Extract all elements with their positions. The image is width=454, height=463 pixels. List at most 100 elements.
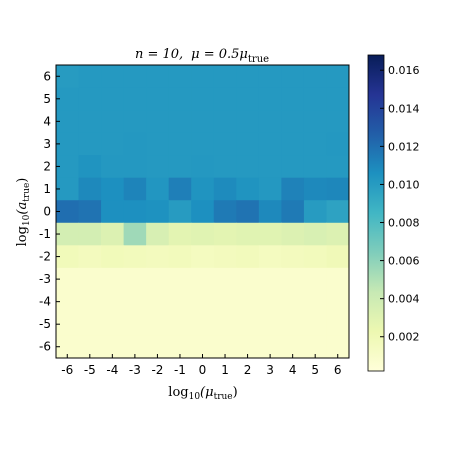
heatmap-cell [281,335,305,359]
heatmap-cell [123,65,147,89]
heatmap-cell [258,87,282,111]
y-tick-label: 4 [43,114,51,128]
colorbar-tick-label: 0.014 [388,102,420,115]
heatmap-cell [303,222,327,246]
heatmap-cell [78,245,102,269]
x-axis-label: log10(μtrue) [168,385,237,402]
y-tick-label: 1 [43,182,51,196]
heatmap-cell [56,245,80,269]
heatmap-cell [213,65,237,89]
colorbar-tick-label: 0.016 [388,64,420,77]
heatmap-cell [168,267,192,291]
heatmap-cell [191,222,215,246]
heatmap-cell [146,65,170,89]
heatmap-cell [326,312,350,336]
heatmap-cell [56,267,80,291]
heatmap-cell [101,335,125,359]
heatmap-cell [168,87,192,111]
heatmap-cell [213,110,237,134]
heatmap-cell [146,177,170,201]
heatmap-cell [78,65,102,89]
y-axis-ticks: 6 5 4 3 2 1 0 -1 -2 -3 -4 -5 -6 [39,69,60,354]
heatmap-cell [326,110,350,134]
heatmap-cell [78,222,102,246]
x-tick-label: 6 [334,363,342,377]
heatmap-cell [168,110,192,134]
heatmap-cell [168,335,192,359]
chart-title: n = 10, μ = 0.5μtrue [135,47,269,65]
heatmap-cell [78,200,102,224]
heatmap-cell [326,290,350,314]
heatmap-cell [326,132,350,156]
heatmap-cell [258,200,282,224]
heatmap-cell [326,155,350,179]
x-tick-label: -5 [84,363,96,377]
heatmap-cell [236,290,260,314]
heatmap-cell [213,200,237,224]
x-tick-label: 0 [199,363,207,377]
heatmap-cell [258,267,282,291]
title-mu-sub: true [248,54,269,65]
heatmap-cell [326,335,350,359]
heatmap-cell [146,312,170,336]
heatmap-cell [168,222,192,246]
x-tick-label: -6 [61,363,73,377]
heatmap-cell [236,335,260,359]
heatmap-cell [191,267,215,291]
y-tick-label: -1 [39,227,51,241]
y-tick-label: 5 [43,92,51,106]
heatmap-cell [56,155,80,179]
colorbar-tick-label: 0.002 [388,331,420,344]
heatmap-cell [146,245,170,269]
heatmap-cell [191,110,215,134]
heatmap-cell [281,110,305,134]
heatmap-cell [236,222,260,246]
heatmap-cell [326,222,350,246]
heatmap-cell [236,245,260,269]
heatmap-cell [101,267,125,291]
heatmap-cell [101,132,125,156]
heatmap-cell [56,132,80,156]
heatmap-cell [191,87,215,111]
title-mu-part: μ = 0.5μ [191,47,248,62]
heatmap-cell [101,290,125,314]
heatmap-cell [326,200,350,224]
heatmap-cell [168,155,192,179]
heatmap-cell [281,87,305,111]
colorbar-ticks: 0.002 0.004 0.006 0.008 0.010 0.012 0.014 0.016 [380,64,420,344]
heatmap-cell [326,267,350,291]
heatmap-cell [236,267,260,291]
heatmap-cell [258,222,282,246]
heatmap-cell [303,132,327,156]
heatmap-cell [258,290,282,314]
heatmap-cell [56,200,80,224]
heatmap-cell [191,155,215,179]
y-tick-label: 2 [43,159,51,173]
heatmap-cell [236,312,260,336]
colorbar-tick-label: 0.004 [388,293,420,306]
heatmap-cell [78,267,102,291]
colorbar [367,54,385,372]
heatmap-cell [168,177,192,201]
y-tick-label: -3 [39,272,51,286]
heatmap-cell [191,335,215,359]
heatmap-cell [56,335,80,359]
heatmap-cell [303,267,327,291]
heatmap-cell [123,200,147,224]
heatmap-cell [168,245,192,269]
heatmap-cell [123,335,147,359]
heatmap-cell [56,87,80,111]
heatmap-cell [123,245,147,269]
x-axis-ticks: -6 -5 -4 -3 -2 -1 0 1 2 3 4 5 6 [61,354,342,377]
x-tick-label: 3 [266,363,274,377]
heatmap-cell [236,177,260,201]
heatmap-cell [213,245,237,269]
heatmap-cell [303,65,327,89]
heatmap-cell [101,65,125,89]
heatmap-cell [213,267,237,291]
heatmap-cell [78,177,102,201]
heatmap-cell [303,245,327,269]
heatmap-cell [236,87,260,111]
heatmap-cell [191,312,215,336]
